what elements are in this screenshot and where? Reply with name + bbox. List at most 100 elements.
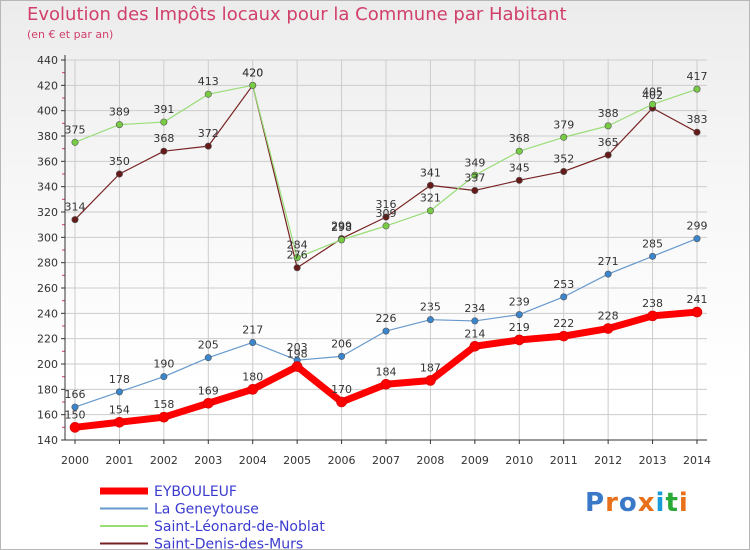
grid-lines: [65, 59, 707, 441]
data-label: 383: [687, 113, 708, 126]
data-point: [115, 170, 123, 178]
x-tick-label: 2002: [150, 454, 178, 467]
data-label: 349: [464, 156, 485, 169]
x-tick-label: 2009: [461, 454, 489, 467]
data-label: 337: [464, 171, 485, 184]
data-point: [425, 375, 436, 386]
data-point: [515, 176, 523, 184]
data-point: [693, 128, 701, 136]
data-label: 219: [509, 321, 530, 334]
chart-title: Evolution des Impôts locaux pour la Comm…: [27, 4, 567, 25]
data-point: [604, 151, 612, 159]
data-label: 166: [65, 388, 86, 401]
data-label: 226: [376, 312, 397, 325]
data-label: 375: [65, 123, 86, 136]
data-label: 299: [331, 220, 352, 233]
data-label: 341: [420, 166, 441, 179]
data-label: 285: [642, 237, 663, 250]
data-label: 420: [242, 66, 263, 79]
data-point: [160, 118, 168, 126]
y-tick-label: 360: [37, 155, 58, 168]
data-label: 350: [109, 155, 130, 168]
data-point: [338, 236, 346, 244]
logo-letter: i: [655, 488, 666, 518]
data-label: 271: [598, 255, 619, 268]
data-label: 169: [198, 384, 219, 397]
data-label: 352: [553, 152, 574, 165]
data-point: [336, 396, 347, 408]
x-tick-label: 2012: [594, 454, 622, 467]
data-point: [426, 316, 434, 324]
x-tick-label: 2008: [416, 454, 444, 467]
data-label: 239: [509, 296, 530, 309]
y-tick-label: 180: [37, 383, 58, 396]
data-point: [202, 397, 214, 409]
data-point: [249, 81, 257, 89]
data-label: 372: [198, 127, 219, 140]
x-tick-label: 2013: [639, 454, 667, 467]
data-point: [338, 352, 346, 360]
data-label: 235: [420, 301, 441, 314]
data-label: 298: [331, 221, 352, 234]
data-label: 314: [65, 201, 86, 214]
data-point: [382, 327, 390, 335]
data-point: [204, 142, 212, 150]
data-point: [160, 147, 168, 155]
data-point: [426, 181, 434, 189]
x-tick-label: 2000: [61, 454, 89, 467]
data-point: [249, 338, 257, 346]
x-tick-label: 2006: [328, 454, 356, 467]
data-label: 238: [642, 297, 663, 310]
y-tick-label: 260: [37, 282, 58, 295]
y-tick-label: 420: [37, 79, 58, 92]
data-point: [115, 121, 123, 129]
data-label: 388: [598, 107, 619, 120]
x-tick-label: 2004: [239, 454, 267, 467]
data-point: [647, 310, 658, 322]
data-labels: 150 154 158 169 180 198 170 184 187 214 219 222 228 2…: [65, 66, 708, 421]
y-tick-label: 400: [37, 105, 58, 118]
data-label: 170: [331, 383, 352, 396]
data-label: 214: [464, 327, 485, 340]
x-tick-label: 2011: [550, 454, 578, 467]
logo-letter: x: [637, 488, 656, 518]
data-point: [515, 147, 523, 155]
data-point: [471, 171, 479, 179]
data-label: 402: [642, 89, 663, 102]
data-label: 379: [553, 118, 574, 131]
data-label: 368: [509, 132, 530, 145]
y-tick-label: 300: [37, 231, 58, 244]
x-tick-label: 2010: [505, 454, 533, 467]
data-point: [471, 317, 479, 325]
data-label: 241: [687, 293, 708, 306]
data-label: 203: [287, 341, 308, 354]
data-point: [560, 133, 568, 141]
data-point: [204, 354, 212, 362]
legend-label: Saint-Léonard-de-Noblat: [154, 519, 325, 535]
data-label: 228: [598, 310, 619, 323]
chart-subtitle: (en € et par an): [27, 28, 114, 41]
logo-letter: t: [665, 488, 679, 518]
data-point: [71, 138, 79, 146]
data-label: 276: [287, 249, 308, 262]
data-point: [604, 270, 612, 278]
data-label: 321: [420, 192, 441, 205]
y-tick-label: 380: [37, 130, 58, 143]
legend-label: EYBOULEUF: [154, 484, 237, 500]
data-point: [160, 373, 168, 381]
data-label: 413: [198, 75, 219, 88]
data-label: 158: [153, 398, 174, 411]
data-label: 154: [109, 403, 130, 416]
data-point: [71, 403, 79, 411]
data-label: 420: [242, 66, 263, 79]
data-label: 184: [376, 365, 397, 378]
data-point: [560, 293, 568, 301]
data-point: [560, 167, 568, 175]
data-point: [293, 254, 301, 262]
y-tick-label: 320: [37, 206, 58, 219]
logo-letter: o: [618, 488, 638, 518]
data-label: 198: [287, 348, 308, 361]
logo-letter: r: [605, 488, 619, 518]
